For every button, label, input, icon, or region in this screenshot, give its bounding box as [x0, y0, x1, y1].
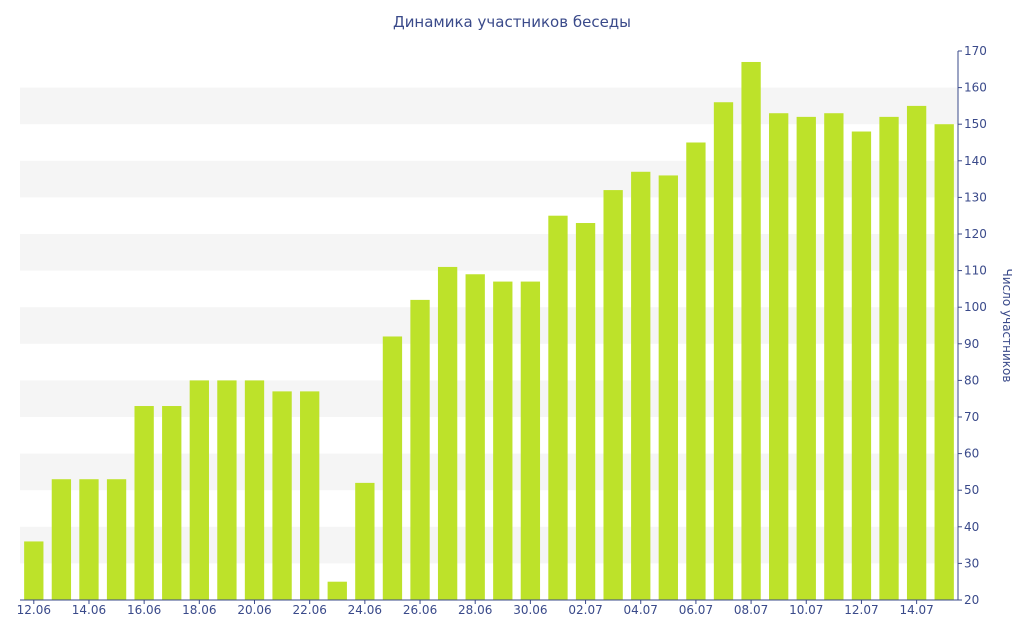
y-tick-label: 150: [964, 117, 987, 131]
bar-24.06: [355, 482, 375, 600]
bar-06.07: [686, 142, 706, 600]
y-tick-label: 50: [964, 483, 979, 497]
y-tick-label: 90: [964, 337, 979, 351]
y-tick-label: 170: [964, 44, 987, 58]
y-tick-label: 30: [964, 556, 979, 570]
y-tick-label: 60: [964, 447, 979, 461]
grid-band: [20, 234, 958, 271]
bar-18.06: [189, 380, 209, 600]
bar-10.07: [796, 116, 816, 600]
y-tick-label: 140: [964, 154, 987, 168]
y-tick-label: 40: [964, 520, 979, 534]
x-tick-label: 14.06: [72, 603, 106, 617]
y-axis-ticks: 20 30 40 50 60 70 80 90 100 110 120 130 140 150 160 170: [958, 44, 987, 607]
bar-09.07: [769, 113, 789, 600]
y-tick-label: 120: [964, 227, 987, 241]
y-tick-label: 160: [964, 81, 987, 95]
bar-12.07: [851, 131, 872, 600]
y-tick-label: 20: [964, 593, 979, 607]
bar-14.07: [906, 105, 927, 601]
bar-08.07: [741, 61, 761, 601]
x-tick-label: 22.06: [292, 603, 326, 617]
bar-04.07: [631, 171, 651, 600]
x-tick-label: 14.07: [899, 603, 933, 617]
bar-15.07: [934, 124, 954, 600]
bar-22.06: [300, 391, 320, 600]
y-tick-label: 70: [964, 410, 979, 424]
x-tick-label: 08.07: [734, 603, 768, 617]
bar-12.06: [24, 541, 44, 600]
x-tick-label: 26.06: [403, 603, 437, 617]
grid-bands: [20, 87, 958, 564]
bar-25.06: [382, 336, 403, 600]
bar-13.07: [879, 116, 899, 600]
x-tick-label: 02.07: [568, 603, 602, 617]
bar-30.06: [520, 281, 541, 600]
bar-02.07: [575, 223, 596, 600]
x-tick-label: 30.06: [513, 603, 547, 617]
x-axis-ticks: 12.06 14.06 16.06 18.06 20.06 22.06 24.06 26.06…: [17, 600, 934, 617]
bar-26.06: [410, 299, 430, 600]
bar-05.07: [658, 175, 678, 600]
bar-23.06: [327, 581, 347, 600]
y-tick-label: 80: [964, 373, 979, 387]
x-tick-label: 12.06: [17, 603, 51, 617]
x-tick-label: 06.07: [679, 603, 713, 617]
y-axis-title: Число участников: [1000, 269, 1014, 383]
bar-15.06: [106, 479, 127, 600]
x-tick-label: 10.07: [789, 603, 823, 617]
grid-band: [20, 87, 958, 125]
grid-band: [20, 380, 958, 417]
x-tick-label: 16.06: [127, 603, 161, 617]
bar-13.06: [51, 479, 72, 600]
bar-14.06: [79, 479, 99, 600]
bar-03.07: [603, 190, 623, 600]
grid-band: [20, 160, 958, 198]
y-tick-label: 130: [964, 190, 987, 204]
y-tick-label: 100: [964, 300, 987, 314]
grid-band: [20, 453, 958, 491]
bar-series: [24, 61, 954, 601]
chart-title: Динамика участников беседы: [392, 13, 632, 31]
grid-band: [20, 526, 958, 564]
bar-01.07: [548, 215, 568, 600]
bar-07.07: [713, 102, 734, 601]
x-tick-label: 28.06: [458, 603, 492, 617]
bar-28.06: [465, 274, 485, 600]
bar-27.06: [437, 266, 458, 600]
x-tick-label: 12.07: [844, 603, 878, 617]
x-tick-label: 18.06: [182, 603, 216, 617]
bar-29.06: [493, 281, 513, 600]
x-tick-label: 20.06: [237, 603, 271, 617]
y-tick-label: 110: [964, 264, 987, 278]
bar-20.06: [244, 380, 265, 600]
bar-17.06: [162, 406, 182, 600]
bar-11.07: [824, 113, 844, 600]
bar-19.06: [217, 380, 237, 600]
x-tick-label: 04.07: [624, 603, 658, 617]
x-tick-label: 24.06: [348, 603, 382, 617]
bar-16.06: [134, 406, 154, 600]
bar-21.06: [272, 391, 292, 600]
grid-band: [20, 307, 958, 344]
